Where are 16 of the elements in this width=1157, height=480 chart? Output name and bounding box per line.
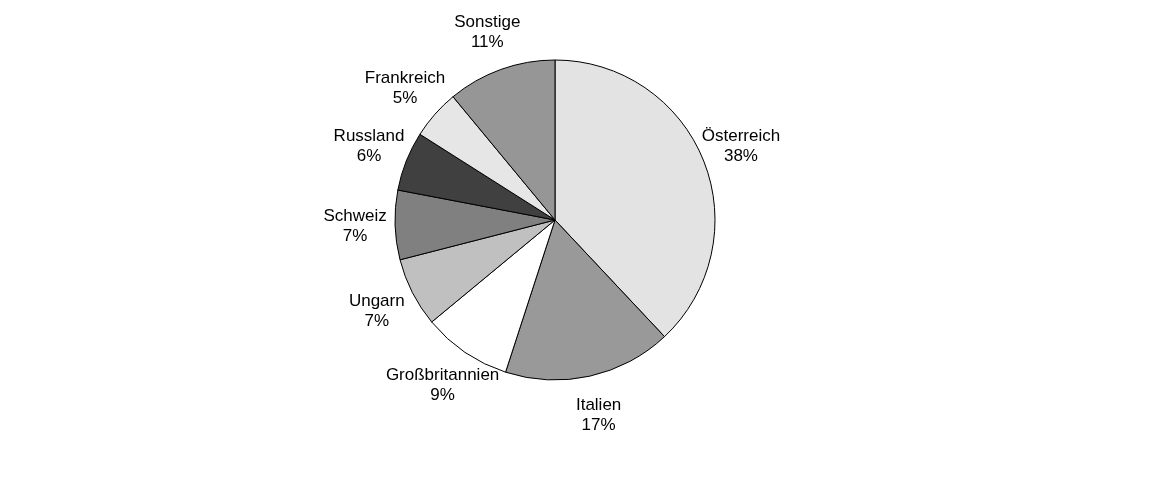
- data-label: 38%: [723, 146, 758, 166]
- slice-label: Österreich: [701, 126, 781, 146]
- slice-label: Schweiz: [323, 206, 387, 226]
- data-label: 11%: [470, 31, 504, 51]
- data-label: 5%: [392, 87, 418, 107]
- data-label: 7%: [364, 310, 390, 330]
- slice-label: Russland: [333, 126, 405, 146]
- slice-label: Sonstige: [454, 11, 521, 31]
- data-label: 9%: [430, 385, 455, 405]
- data-label: 7%: [342, 226, 368, 246]
- data-label: 17%: [581, 415, 616, 435]
- data-label: 6%: [356, 146, 382, 166]
- slice-label: Frankreich: [364, 67, 446, 87]
- slice-label: Italien: [575, 395, 622, 415]
- slice-label: Großbritannien: [385, 365, 500, 385]
- slice-label: Ungarn: [348, 290, 405, 310]
